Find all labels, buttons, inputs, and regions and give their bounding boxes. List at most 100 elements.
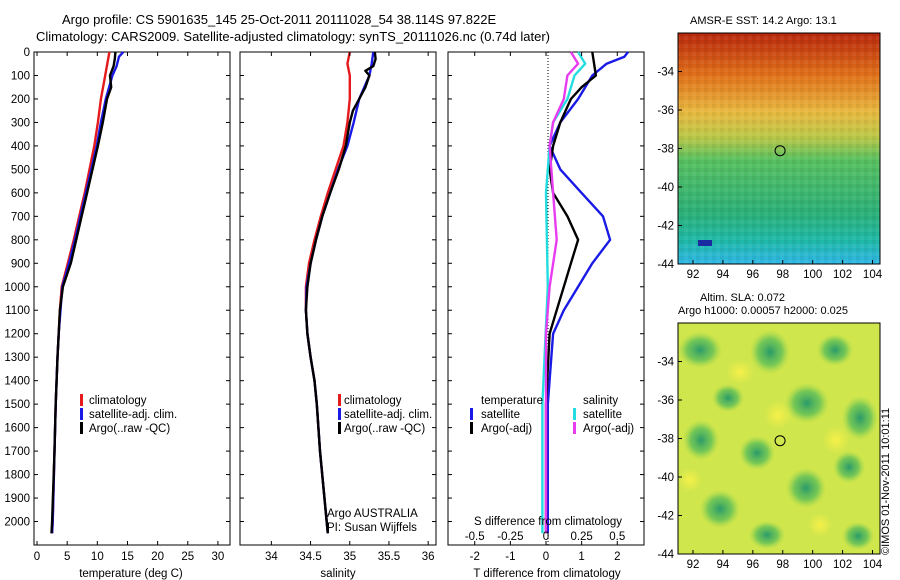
institution-note: Argo AUSTRALIA xyxy=(327,508,418,520)
y-tick-label: 1300 xyxy=(4,352,30,364)
series-line-3-1 xyxy=(546,51,629,534)
argo-location-marker xyxy=(774,145,786,157)
y-tick-label: 1900 xyxy=(4,493,30,505)
x-tick-label: 0 xyxy=(34,551,40,563)
series-line-3-2 xyxy=(544,51,598,534)
legend-heading-salinity: salinity xyxy=(583,395,618,407)
map-x-tick-label: 100 xyxy=(803,559,822,571)
sst-map: 92 94 96 98 100 102 104 -34 -36 -38 -40 -42 -44 xyxy=(657,32,883,281)
legend-swatch-s-argo xyxy=(573,422,576,434)
x-tick-label: -2 xyxy=(470,551,480,563)
x-tick-label: 25 xyxy=(181,551,194,563)
x-tick-label: 30 xyxy=(212,551,225,563)
legend-label: satellite-adj. clim. xyxy=(344,409,432,421)
y-tick-label: 0 xyxy=(24,47,30,59)
map-y-tick-label: -38 xyxy=(657,434,674,446)
y-tick-label: 600 xyxy=(11,188,30,200)
map-y-tick-label: -40 xyxy=(657,472,674,484)
map-x-tick-label: 92 xyxy=(687,269,700,281)
difference-axes xyxy=(447,51,645,546)
salinity-axes xyxy=(239,51,437,546)
sst-cold-patch xyxy=(698,240,712,246)
x-tick-label: 35.5 xyxy=(378,551,400,563)
x-top-tick-label: 0.25 xyxy=(570,531,592,543)
map-x-tick-label: 94 xyxy=(716,269,729,281)
x-top-tick-label: 0.5 xyxy=(609,531,625,543)
legend-swatch-argo xyxy=(338,422,341,434)
imos-stamp: ©IMOS 01-Nov-2011 10:01:11 xyxy=(880,407,892,555)
salinity-panel: 34 34.5 35 35.5 36 salinity climatology sate… xyxy=(239,51,437,580)
plot-subtitle: Climatology: CARS2009. Satellite-adjuste… xyxy=(36,29,551,44)
legend-label: satellite xyxy=(481,409,520,421)
x-tick-label: 2 xyxy=(614,551,620,563)
x-tick-label: 5 xyxy=(64,551,70,563)
difference-panel: -2 -1 0 1 2 -0.5 -0.25 0 0.25 0.5 S difference f… xyxy=(447,51,645,580)
x-top-tick-label: 0 xyxy=(543,531,549,543)
y-tick-label: 200 xyxy=(11,94,30,106)
y-tick-label: 2000 xyxy=(4,517,30,529)
salinity-legend: climatology satellite-adj. clim. Argo(..… xyxy=(338,394,432,435)
legend-label: climatology xyxy=(89,395,147,407)
y-tick-label: 1100 xyxy=(5,305,30,317)
legend-swatch-climatology xyxy=(80,394,83,406)
map-x-tick-label: 98 xyxy=(776,269,789,281)
map-y-tick-label: -44 xyxy=(657,259,674,271)
x-tick-label: 34.5 xyxy=(299,551,321,563)
x-tick-label: 1 xyxy=(578,551,584,563)
map-y-tick-label: -40 xyxy=(657,182,674,194)
y-tick-label: 100 xyxy=(11,70,30,82)
y-tick-label: 300 xyxy=(11,117,30,129)
sla-map-title: Altim. SLA: 0.072 xyxy=(700,292,785,304)
x-tick-label: 20 xyxy=(151,551,164,563)
y-tick-label: 400 xyxy=(11,141,30,153)
y-tick-label: 1800 xyxy=(4,470,30,482)
y-tick-label: 1500 xyxy=(4,399,30,411)
x-tick-label: 15 xyxy=(121,551,134,563)
series-line-3-4 xyxy=(544,51,580,534)
y-tick-label: 1200 xyxy=(4,329,30,341)
x-top-tick-label: -0.5 xyxy=(465,531,485,543)
temperature-axes xyxy=(33,51,231,546)
legend-swatch-t-argo xyxy=(470,422,473,434)
legend-label: satellite-adj. clim. xyxy=(89,409,177,421)
y-tick-label: 1700 xyxy=(4,446,30,458)
legend-swatch-satellite xyxy=(80,408,83,420)
x-tick-label: 34 xyxy=(265,551,278,563)
argo-location-marker xyxy=(774,435,786,447)
x-tick-label: 10 xyxy=(91,551,104,563)
s-difference-label: S difference from climatology xyxy=(474,516,622,528)
legend-swatch-argo xyxy=(80,422,83,434)
x-tick-label: 35 xyxy=(343,551,356,563)
map-x-tick-label: 104 xyxy=(863,269,883,281)
y-tick-label: 800 xyxy=(11,235,30,247)
legend-swatch-climatology xyxy=(338,394,341,406)
series-line-1-3 xyxy=(50,51,117,534)
map-x-tick-label: 102 xyxy=(833,269,852,281)
difference-legend: temperature satellite Argo(-adj) salinit… xyxy=(470,395,634,435)
map-x-tick-label: 96 xyxy=(746,269,759,281)
legend-swatch-s-satellite xyxy=(573,408,576,420)
map-y-tick-label: -34 xyxy=(657,67,674,79)
temperature-panel: 0100200300400500600700800900100011001200… xyxy=(4,47,231,580)
sla-map: 92 94 96 98 100 102 104 -34 -36 -38 -40 -42 -44 xyxy=(657,322,883,571)
x-tick-label: 36 xyxy=(422,551,435,563)
legend-swatch-satellite xyxy=(338,408,341,420)
temperature-legend: climatology satellite-adj. clim. Argo(..… xyxy=(80,394,177,435)
y-tick-label: 900 xyxy=(11,258,30,270)
map-y-tick-label: -44 xyxy=(657,549,674,561)
map-x-tick-label: 104 xyxy=(863,559,883,571)
series-line-2-3 xyxy=(304,51,377,534)
plot-title: Argo profile: CS 5901635_145 25-Oct-2011… xyxy=(62,12,497,27)
map-x-tick-label: 98 xyxy=(776,559,789,571)
map-x-tick-label: 96 xyxy=(746,559,759,571)
legend-swatch-t-satellite xyxy=(470,408,473,420)
legend-label: climatology xyxy=(344,395,402,407)
sst-map-title: AMSR-E SST: 14.2 Argo: 13.1 xyxy=(690,15,837,27)
y-tick-label: 500 xyxy=(11,164,30,176)
map-y-tick-label: -34 xyxy=(657,357,674,369)
y-tick-label: 700 xyxy=(11,211,30,223)
map-x-tick-label: 94 xyxy=(716,559,729,571)
map-y-tick-label: -36 xyxy=(657,395,674,407)
legend-label: satellite xyxy=(583,409,622,421)
